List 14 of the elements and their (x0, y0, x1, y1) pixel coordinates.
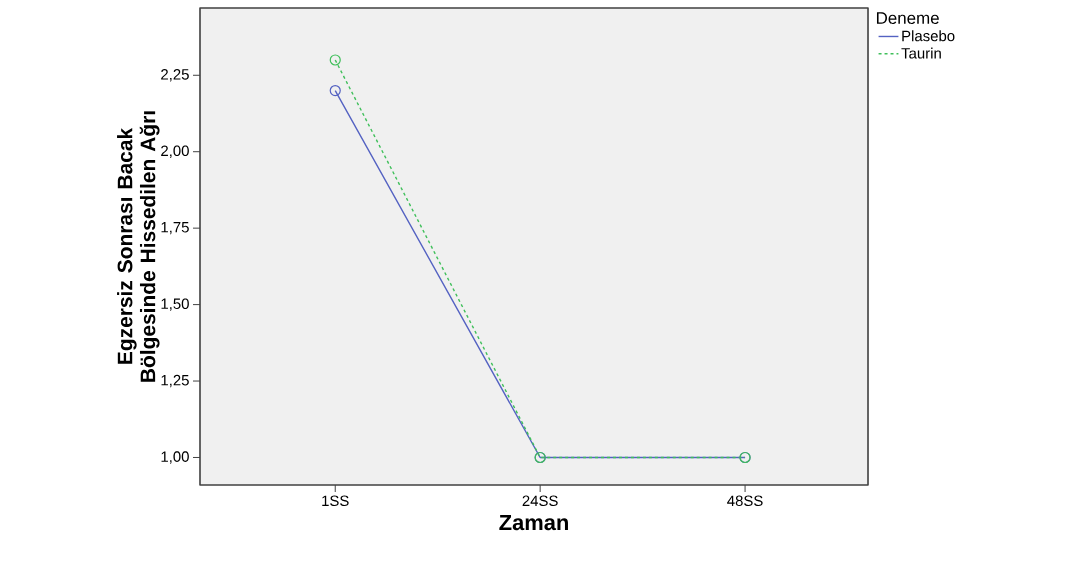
y-tick-label: 1,00 (161, 451, 189, 464)
x-tick-label: 48SS (727, 495, 763, 507)
legend-label: Plasebo (902, 30, 955, 42)
x-tick-label: 24SS (522, 495, 558, 507)
y-tick-label: 2,25 (161, 69, 189, 82)
y-axis-title: Egzersiz Sonrası Bacak Bölgesinde Hissedilen Ağrı (117, 111, 160, 382)
y-tick-label: 1,75 (161, 222, 189, 235)
x-axis-title: Zaman (499, 514, 568, 531)
y-tick-label: 2,00 (161, 145, 189, 158)
y-tick-label: 1,50 (161, 298, 189, 311)
x-tick-label: 1SS (322, 495, 349, 507)
y-tick-label: 1,25 (161, 374, 189, 388)
legend-title: Deneme (876, 12, 939, 24)
legend-label: Taurin (901, 47, 941, 59)
